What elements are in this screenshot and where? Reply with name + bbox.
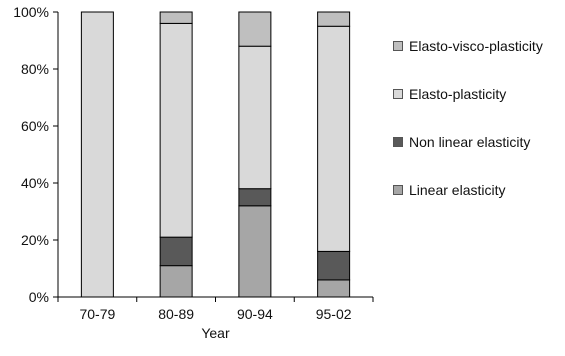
stacked-bar-chart: 0%20%40%60%80%100% 70-79 80-89 90-94 95-02 …: [13, 4, 374, 341]
x-tick-label: 90-94: [237, 306, 273, 322]
x-tick-label: 95-02: [316, 306, 352, 322]
legend: Elasto-visco-plasticity Elasto-plasticity…: [393, 38, 543, 230]
legend-swatch: [393, 40, 403, 51]
legend-item: Elasto-plasticity: [393, 85, 543, 102]
y-tick-label: 20%: [21, 232, 49, 248]
bar-segment-elasto-plasticity: [317, 25, 351, 252]
legend-swatch: [393, 136, 403, 147]
bar-segment-elasto-visco-plasticity: [317, 11, 351, 27]
legend-swatch: [393, 184, 403, 195]
y-tick-label: 80%: [21, 61, 49, 77]
y-axis-ticks: 0% 20% 40% 60% 80% 100%: [13, 4, 374, 305]
bar-segment-elasto-visco-plasticity: [238, 11, 272, 47]
x-axis-title: Year: [201, 325, 230, 341]
y-tick-label: 0%: [29, 289, 49, 305]
legend-label: Elasto-visco-plasticity: [409, 37, 543, 54]
y-tick-label: 60%: [21, 118, 49, 134]
bar-segment-linear-elasticity: [238, 205, 272, 298]
bar-segment-linear-elasticity: [159, 265, 193, 298]
bar-segment-non-linear-elasticity: [238, 188, 272, 207]
bar-segment-non-linear-elasticity: [159, 236, 193, 267]
legend-item: Non linear elasticity: [393, 133, 543, 150]
legend-label: Linear elasticity: [409, 181, 506, 198]
legend-label: Elasto-plasticity: [409, 85, 507, 102]
y-tick-label: 40%: [21, 175, 49, 191]
legend-swatch: [393, 88, 403, 99]
x-axis-tick-labels: 70-79 80-89 90-94 95-02: [79, 306, 351, 322]
legend-item: Linear elasticity: [393, 181, 543, 198]
bar-segment-elasto-plasticity: [80, 11, 114, 298]
bar-segment-elasto-plasticity: [238, 45, 272, 190]
x-tick-label: 80-89: [158, 306, 194, 322]
bar-segment-non-linear-elasticity: [317, 250, 351, 281]
legend-item: Elasto-visco-plasticity: [393, 37, 543, 54]
y-tick-label: 100%: [13, 4, 49, 20]
legend-label: Non linear elasticity: [409, 133, 531, 150]
bar-segment-elasto-visco-plasticity: [159, 11, 193, 24]
bars: [80, 11, 351, 298]
bar-segment-linear-elasticity: [317, 279, 351, 298]
bar-segment-elasto-plasticity: [159, 22, 193, 238]
x-tick-label: 70-79: [79, 306, 115, 322]
